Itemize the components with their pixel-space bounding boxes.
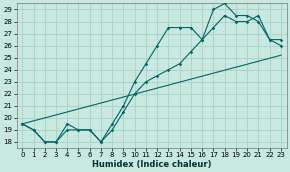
X-axis label: Humidex (Indice chaleur): Humidex (Indice chaleur) xyxy=(92,159,211,169)
